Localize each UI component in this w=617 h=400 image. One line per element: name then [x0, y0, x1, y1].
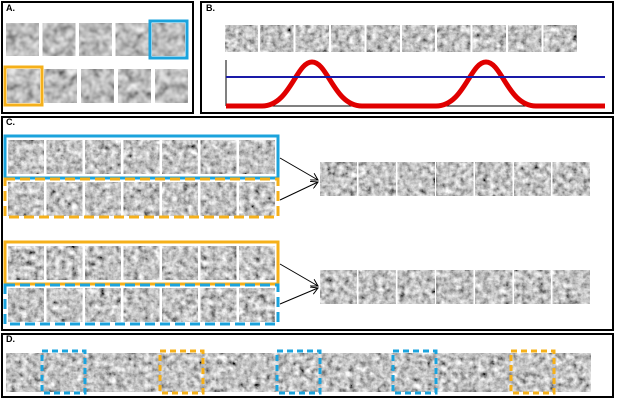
image-tile: [123, 353, 162, 392]
image-tile: [260, 25, 294, 52]
image-tile: [402, 25, 435, 52]
panel-label: A.: [6, 3, 15, 13]
image-tile: [437, 25, 471, 52]
image-tile: [436, 162, 474, 196]
image-tile: [162, 246, 198, 280]
image-tile: [200, 288, 237, 322]
image-tile: [552, 162, 590, 196]
image-tile: [152, 23, 185, 56]
image-tile: [46, 140, 83, 174]
image-tile: [85, 182, 121, 216]
image-tile: [552, 353, 591, 392]
image-tile: [396, 353, 435, 392]
image-tile: [123, 246, 160, 280]
image-tile: [225, 25, 258, 52]
image-tile: [318, 353, 357, 392]
image-tile: [45, 353, 84, 392]
image-tile: [123, 182, 160, 216]
image-tile: [474, 353, 513, 392]
image-tile: [85, 246, 121, 280]
image-tile: [46, 246, 83, 280]
panel-label: B.: [206, 3, 215, 13]
image-tile: [358, 270, 396, 304]
image-tile: [162, 353, 201, 392]
image-tile: [84, 353, 123, 392]
image-tile: [472, 25, 506, 52]
image-tile: [6, 23, 39, 56]
image-tile: [123, 140, 160, 174]
image-tile: [435, 353, 474, 392]
image-tile: [155, 69, 188, 103]
image-tile: [366, 25, 400, 52]
image-tile: [320, 270, 357, 304]
image-tile: [8, 182, 44, 216]
image-tile: [162, 288, 198, 322]
image-tile: [239, 140, 275, 174]
image-tile: [475, 162, 513, 196]
image-tile: [397, 162, 435, 196]
image-tile: [514, 270, 551, 304]
image-tile: [6, 353, 45, 392]
image-tile: [279, 353, 318, 392]
image-tile: [513, 353, 552, 392]
image-tile: [162, 182, 198, 216]
panel-label: D.: [6, 334, 15, 344]
image-tile: [44, 69, 77, 103]
image-tile: [123, 288, 160, 322]
image-tile: [552, 270, 590, 304]
image-tile: [239, 182, 275, 216]
image-tile: [115, 23, 149, 56]
image-tile: [240, 353, 279, 392]
image-tile: [436, 270, 474, 304]
image-tile: [46, 288, 83, 322]
image-tile: [200, 140, 237, 174]
image-tile: [508, 25, 542, 52]
image-tile: [239, 246, 275, 280]
image-tile: [79, 23, 112, 56]
image-tile: [42, 23, 76, 56]
image-tile: [8, 246, 44, 280]
image-tile: [8, 288, 44, 322]
image-tile: [320, 162, 357, 196]
timecourse-plot: [225, 59, 605, 109]
image-tile: [46, 182, 83, 216]
image-tile: [8, 140, 44, 174]
image-tile: [7, 69, 40, 103]
panel-label: C.: [6, 117, 15, 127]
image-tile: [162, 140, 198, 174]
highlight-boxes: [3, 19, 556, 395]
image-tile: [357, 353, 396, 392]
image-tile: [397, 270, 435, 304]
image-tile: [239, 288, 275, 322]
image-tile: [201, 353, 240, 392]
image-tile: [358, 162, 396, 196]
image-tile: [85, 140, 121, 174]
image-tile: [331, 25, 365, 52]
image-tile: [81, 69, 114, 103]
arrows: [279, 157, 318, 305]
image-tile: [200, 246, 237, 280]
image-tile: [295, 25, 329, 52]
image-tile: [514, 162, 551, 196]
image-tile: [200, 182, 237, 216]
image-tile: [475, 270, 513, 304]
image-tile: [543, 25, 577, 52]
image-tile: [85, 288, 121, 322]
image-tiles: [6, 23, 591, 392]
image-tile: [118, 69, 151, 103]
